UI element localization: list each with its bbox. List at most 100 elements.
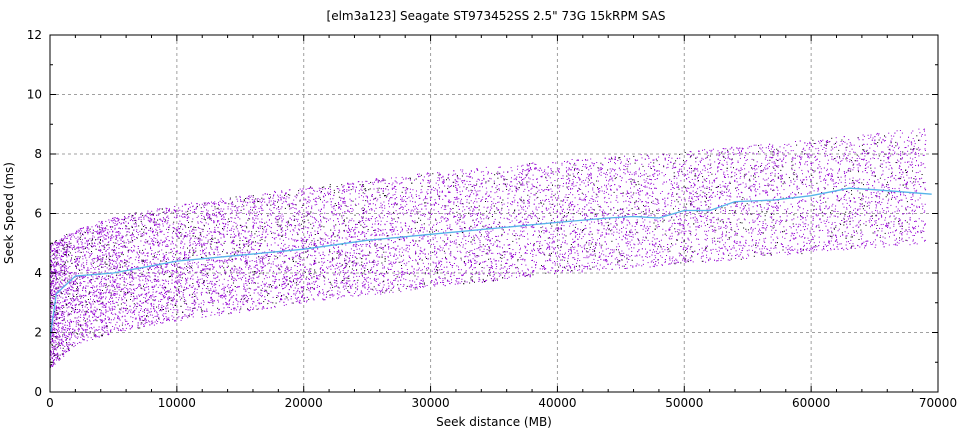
scatter-point	[765, 238, 766, 239]
scatter-point	[707, 224, 708, 225]
scatter-point	[357, 289, 358, 290]
scatter-point	[646, 205, 647, 206]
scatter-point	[493, 199, 494, 200]
scatter-point	[730, 224, 731, 225]
scatter-point	[85, 232, 86, 233]
scatter-point	[95, 246, 96, 247]
scatter-point	[334, 230, 335, 231]
scatter-point	[191, 276, 192, 277]
scatter-point	[913, 228, 914, 229]
scatter-point	[413, 245, 414, 246]
scatter-point	[543, 172, 544, 173]
scatter-point	[561, 178, 562, 179]
scatter-point	[690, 201, 691, 202]
scatter-point	[164, 293, 165, 294]
scatter-point	[269, 202, 270, 203]
scatter-point	[730, 222, 731, 223]
scatter-point	[176, 294, 177, 295]
scatter-point	[203, 250, 204, 251]
scatter-point	[626, 258, 627, 259]
scatter-point	[105, 293, 106, 294]
scatter-point	[558, 171, 559, 172]
scatter-point	[179, 259, 180, 260]
scatter-point	[218, 202, 219, 203]
scatter-point	[344, 283, 345, 284]
scatter-point	[320, 216, 321, 217]
scatter-point	[135, 319, 136, 320]
scatter-point	[55, 292, 56, 293]
scatter-point	[783, 246, 784, 247]
scatter-point	[834, 158, 835, 159]
scatter-point	[485, 231, 486, 232]
scatter-point	[883, 156, 884, 157]
scatter-point	[918, 199, 919, 200]
scatter-point	[314, 241, 315, 242]
scatter-point	[277, 195, 278, 196]
scatter-point	[522, 275, 523, 276]
scatter-point	[375, 273, 376, 274]
scatter-point	[179, 232, 180, 233]
scatter-point	[627, 160, 628, 161]
scatter-point	[377, 179, 378, 180]
scatter-point	[692, 204, 693, 205]
scatter-point	[561, 228, 562, 229]
scatter-point	[196, 209, 197, 210]
scatter-point	[745, 155, 746, 156]
scatter-point	[649, 256, 650, 257]
scatter-point	[279, 301, 280, 302]
scatter-point	[304, 192, 305, 193]
scatter-point	[837, 197, 838, 198]
scatter-point	[132, 252, 133, 253]
scatter-point	[512, 234, 513, 235]
scatter-point	[914, 243, 915, 244]
scatter-point	[647, 257, 648, 258]
scatter-point	[522, 231, 523, 232]
scatter-point	[132, 285, 133, 286]
scatter-point	[567, 197, 568, 198]
scatter-point	[750, 229, 751, 230]
scatter-point	[105, 298, 106, 299]
scatter-point	[391, 264, 392, 265]
scatter-point	[100, 231, 101, 232]
scatter-point	[195, 308, 196, 309]
scatter-point	[349, 230, 350, 231]
scatter-point	[873, 155, 874, 156]
scatter-point	[202, 283, 203, 284]
scatter-point	[226, 260, 227, 261]
scatter-point	[177, 230, 178, 231]
scatter-point	[837, 156, 838, 157]
scatter-point	[251, 247, 252, 248]
scatter-point	[103, 245, 104, 246]
scatter-point	[62, 241, 63, 242]
scatter-point	[80, 342, 81, 343]
scatter-point	[658, 246, 659, 247]
scatter-point	[585, 159, 586, 160]
scatter-point	[224, 272, 225, 273]
scatter-point	[597, 176, 598, 177]
scatter-point	[851, 160, 852, 161]
scatter-point	[548, 244, 549, 245]
scatter-point	[662, 221, 663, 222]
scatter-point	[747, 211, 748, 212]
scatter-point	[302, 260, 303, 261]
scatter-point	[254, 261, 255, 262]
scatter-point	[71, 337, 72, 338]
scatter-point	[181, 280, 182, 281]
scatter-point	[871, 197, 872, 198]
scatter-point	[97, 239, 98, 240]
scatter-point	[143, 245, 144, 246]
scatter-point	[842, 188, 843, 189]
scatter-point	[297, 221, 298, 222]
scatter-point	[87, 228, 88, 229]
scatter-point	[536, 198, 537, 199]
scatter-point	[109, 307, 110, 308]
scatter-point	[891, 138, 892, 139]
scatter-point	[809, 240, 810, 241]
scatter-point	[471, 200, 472, 201]
scatter-point	[671, 203, 672, 204]
scatter-point	[337, 186, 338, 187]
scatter-point	[93, 290, 94, 291]
scatter-point	[630, 265, 631, 266]
scatter-point	[221, 216, 222, 217]
scatter-point	[113, 242, 114, 243]
